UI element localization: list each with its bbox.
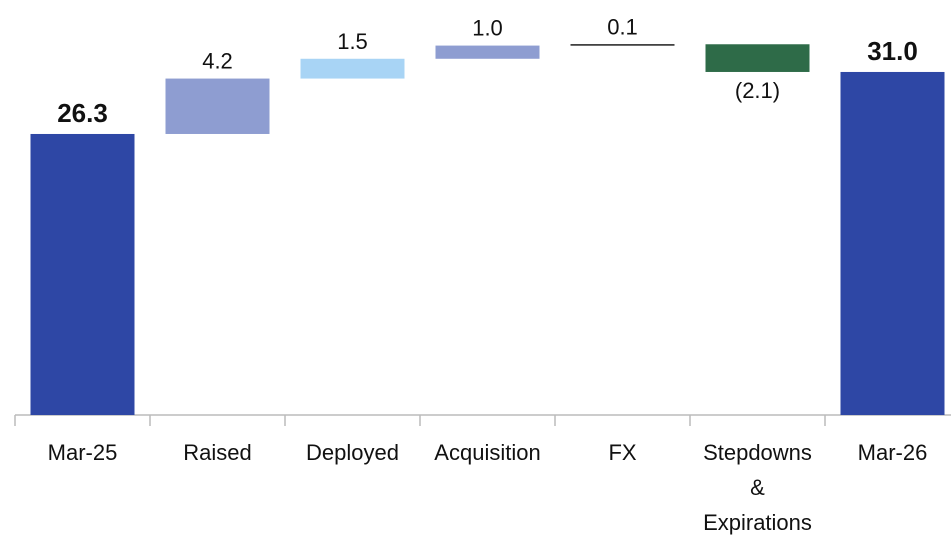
data-label: 0.1 [607,14,638,39]
data-label: 26.3 [57,98,108,128]
delta-bar [300,58,405,79]
delta-bar [165,78,270,134]
delta-bar [705,44,810,72]
total-bar [30,133,135,415]
x-tick-label: Acquisition [434,440,541,465]
delta-bar [570,44,675,46]
data-label: 1.0 [472,16,503,41]
data-label: 4.2 [202,49,233,74]
data-label: 1.5 [337,29,368,54]
delta-bar [435,45,540,59]
x-tick-label: FX [608,440,637,465]
x-tick-label: Mar-26 [857,440,928,465]
x-tick-label: Raised [183,440,252,465]
x-tick-label: Deployed [306,440,399,465]
x-tick-label: Stepdowns & Expirations [703,440,812,535]
data-label: (2.1) [735,78,780,103]
x-tick-label: Mar-25 [47,440,118,465]
data-label: 31.0 [867,36,918,66]
total-bar [840,71,945,415]
